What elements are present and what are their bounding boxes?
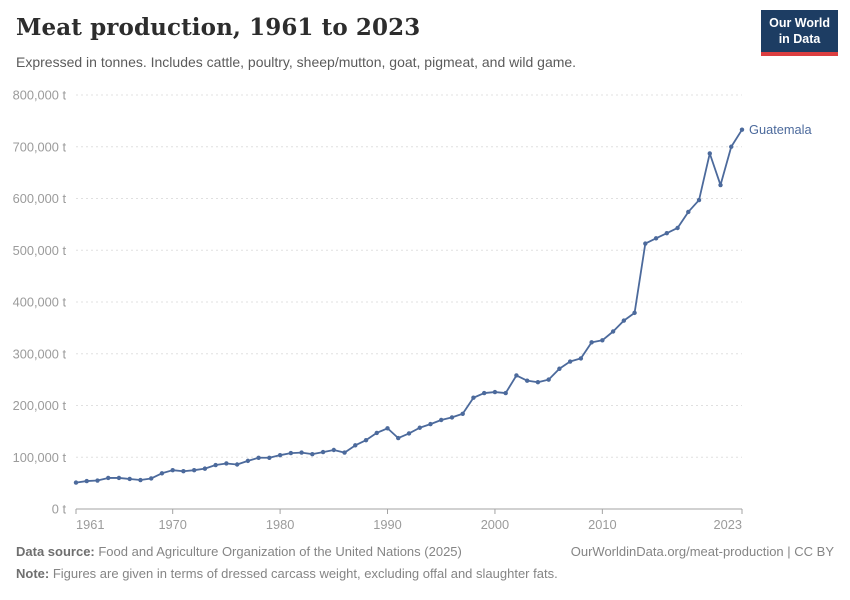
- data-point[interactable]: [729, 144, 734, 149]
- data-point[interactable]: [664, 230, 670, 236]
- data-point[interactable]: [546, 377, 551, 382]
- data-point[interactable]: [535, 380, 541, 385]
- data-point[interactable]: [503, 390, 508, 396]
- y-tick-label: 100,000 t: [13, 450, 67, 465]
- y-tick-label: 0 t: [52, 502, 67, 517]
- series-line: [75, 128, 743, 484]
- data-point[interactable]: [610, 329, 616, 334]
- owid-logo[interactable]: Our World in Data: [761, 10, 838, 56]
- y-tick-label: 500,000 t: [13, 243, 67, 258]
- note-line: Note: Figures are given in terms of dres…: [16, 566, 558, 581]
- page-title: Meat production, 1961 to 2023: [16, 14, 421, 41]
- owid-logo-line1: Our World: [769, 16, 830, 30]
- data-point[interactable]: [481, 390, 487, 396]
- data-point[interactable]: [310, 451, 315, 457]
- data-point[interactable]: [460, 411, 465, 416]
- data-point[interactable]: [396, 435, 401, 441]
- x-tick-label: 1990: [373, 517, 401, 532]
- data-point[interactable]: [696, 197, 702, 203]
- chart-svg[interactable]: 0 t 100,000 t 200,000 t 300,000 t 400,000 t 5…: [0, 84, 850, 540]
- y-tick-label: 700,000 t: [13, 139, 67, 154]
- data-point[interactable]: [267, 455, 272, 460]
- data-point[interactable]: [524, 378, 530, 383]
- data-point[interactable]: [234, 462, 240, 467]
- data-point[interactable]: [600, 338, 605, 343]
- data-point[interactable]: [471, 395, 476, 400]
- data-point[interactable]: [106, 475, 111, 481]
- data-point[interactable]: [116, 475, 122, 481]
- data-point[interactable]: [739, 127, 745, 132]
- data-point[interactable]: [202, 466, 208, 471]
- data-point[interactable]: [288, 450, 294, 456]
- data-source-text: Food and Agriculture Organization of the…: [94, 544, 462, 559]
- x-tick-label: 2023: [714, 517, 742, 532]
- data-point[interactable]: [148, 476, 154, 481]
- chart-footer: Data source: Food and Agriculture Organi…: [16, 544, 834, 581]
- data-point[interactable]: [181, 469, 186, 474]
- data-point[interactable]: [589, 340, 594, 345]
- note-label: Note:: [16, 566, 50, 581]
- data-point[interactable]: [675, 225, 680, 231]
- data-point[interactable]: [95, 478, 100, 483]
- data-source-line: Data source: Food and Agriculture Organi…: [16, 544, 462, 559]
- owid-citation-link[interactable]: OurWorldinData.org/meat-production | CC …: [570, 544, 834, 559]
- data-point[interactable]: [643, 241, 648, 246]
- data-point[interactable]: [514, 373, 519, 378]
- data-point[interactable]: [245, 458, 251, 464]
- data-point[interactable]: [428, 421, 433, 427]
- data-point[interactable]: [492, 389, 498, 395]
- y-tick-label: 600,000 t: [13, 191, 67, 206]
- data-point[interactable]: [353, 443, 358, 448]
- data-point[interactable]: [686, 209, 691, 215]
- y-tick-label: 200,000 t: [13, 398, 67, 413]
- data-point[interactable]: [385, 426, 390, 431]
- data-point[interactable]: [320, 449, 326, 455]
- y-tick-label: 300,000 t: [13, 346, 67, 361]
- x-tick-label: 1961: [76, 517, 104, 532]
- data-point[interactable]: [73, 480, 79, 485]
- data-point[interactable]: [621, 318, 627, 323]
- data-point[interactable]: [653, 236, 659, 241]
- data-source-label: Data source:: [16, 544, 95, 559]
- data-point[interactable]: [632, 310, 637, 316]
- x-tick-label: 2010: [588, 517, 616, 532]
- data-point[interactable]: [170, 467, 175, 473]
- data-point[interactable]: [299, 450, 304, 455]
- data-point[interactable]: [439, 417, 444, 423]
- note-text: Figures are given in terms of dressed ca…: [49, 566, 558, 581]
- data-point[interactable]: [363, 437, 369, 443]
- data-point[interactable]: [417, 425, 422, 430]
- data-point[interactable]: [557, 366, 562, 371]
- data-point[interactable]: [342, 450, 347, 455]
- data-point[interactable]: [449, 415, 455, 420]
- data-point[interactable]: [578, 356, 584, 361]
- data-point[interactable]: [277, 452, 283, 458]
- data-point[interactable]: [127, 476, 132, 482]
- y-tick-label: 400,000 t: [13, 295, 67, 310]
- data-point[interactable]: [567, 359, 573, 364]
- data-point[interactable]: [256, 455, 261, 460]
- data-point[interactable]: [138, 477, 143, 483]
- x-tick-label: 1980: [266, 517, 294, 532]
- chart-subtitle: Expressed in tonnes. Includes cattle, po…: [16, 54, 577, 70]
- data-point[interactable]: [84, 478, 89, 484]
- data-point[interactable]: [213, 462, 218, 468]
- data-point[interactable]: [718, 182, 723, 188]
- y-tick-label: 800,000 t: [13, 88, 67, 103]
- x-tick-label: 2000: [481, 517, 509, 532]
- data-point[interactable]: [406, 431, 412, 436]
- data-point[interactable]: [224, 461, 229, 466]
- owid-logo-line2: in Data: [778, 32, 821, 47]
- x-tick-label: 1970: [158, 517, 186, 532]
- data-point[interactable]: [159, 471, 165, 476]
- data-point[interactable]: [374, 430, 379, 436]
- data-point[interactable]: [331, 447, 337, 453]
- entity-label: Guatemala: [749, 122, 812, 137]
- data-point[interactable]: [191, 467, 197, 473]
- data-point[interactable]: [707, 151, 712, 156]
